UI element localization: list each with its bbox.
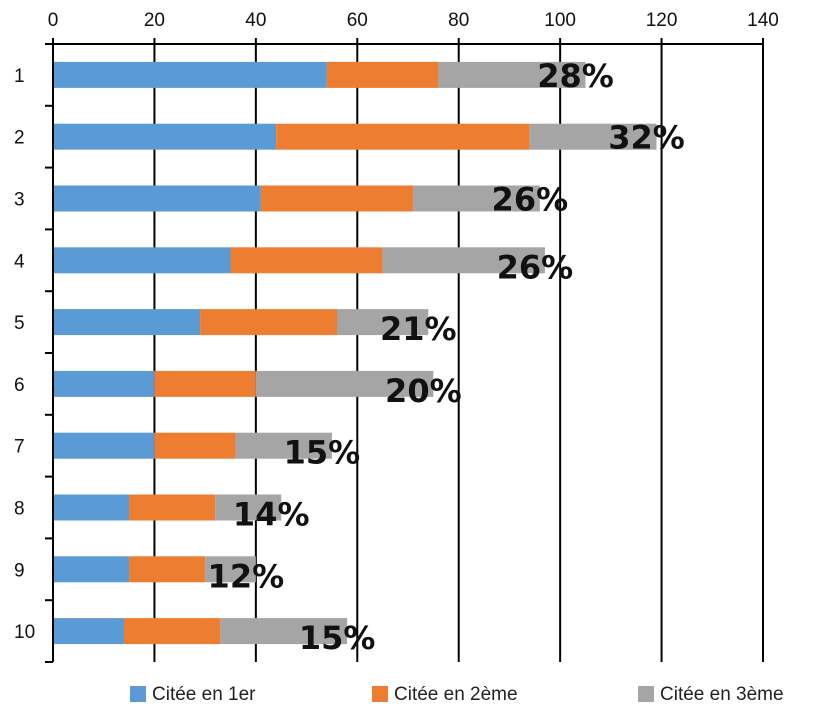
data-label: 26%	[497, 248, 574, 286]
bar-segment	[53, 61, 327, 88]
x-tick-label: 20	[144, 10, 165, 31]
bar-segment	[529, 123, 657, 150]
bar-segment	[326, 61, 439, 88]
bar-segment	[124, 618, 221, 645]
data-label: 20%	[385, 372, 462, 410]
bar-segment	[129, 556, 206, 583]
legend-label: Citée en 1er	[152, 684, 256, 705]
bar-segment	[220, 618, 348, 645]
category-label: 3	[14, 190, 25, 211]
bar-segment	[235, 432, 332, 459]
category-label: 2	[14, 128, 25, 149]
x-tick-label: 0	[48, 10, 59, 31]
bar-segment	[53, 247, 231, 274]
category-label: 6	[14, 375, 25, 396]
bar-segment	[129, 494, 216, 521]
category-label: 10	[14, 622, 35, 643]
data-label: 12%	[208, 557, 285, 595]
category-label: 1	[14, 66, 25, 87]
x-tick-label: 40	[245, 10, 266, 31]
bar-segment	[53, 309, 201, 336]
data-labels: 28% 32% 26% 26% 21% 20% 15% 14% 12% 15%	[208, 57, 685, 657]
bar-segment	[215, 494, 282, 521]
category-label: 7	[14, 437, 25, 458]
legend-swatch	[372, 686, 388, 702]
bar-segment	[53, 494, 130, 521]
bar-segment	[53, 370, 155, 397]
data-label: 28%	[537, 57, 614, 95]
category-label: 5	[14, 313, 25, 334]
bar-segment	[200, 309, 337, 336]
bar-segment	[438, 61, 586, 88]
category-label: 4	[14, 251, 25, 272]
bar-segment	[53, 618, 124, 645]
x-tick-label: 120	[646, 10, 678, 31]
data-label: 21%	[380, 310, 457, 348]
bar-segment	[53, 432, 155, 459]
bar-segment	[205, 556, 256, 583]
bars	[53, 61, 657, 645]
axes: 0 20 40 60 80 100 120 140 1 2 3 4 5 6 7 8 9 10	[14, 10, 779, 663]
bar-segment	[53, 556, 130, 583]
category-label: 9	[14, 560, 25, 581]
bar-segment	[413, 185, 540, 212]
bar-segment	[53, 123, 277, 150]
data-label: 15%	[299, 619, 376, 657]
x-tick-label: 80	[448, 10, 469, 31]
legend-swatch	[638, 686, 654, 702]
bar-segment	[154, 370, 256, 397]
legend: Citée en 1er Citée en 2ème Citée en 3ème	[130, 684, 784, 705]
x-tick-label: 100	[544, 10, 576, 31]
bar-segment	[255, 370, 434, 397]
data-label: 26%	[492, 181, 569, 219]
bar-segment	[382, 247, 545, 274]
bar-segment	[53, 185, 261, 212]
x-tick-label: 60	[347, 10, 368, 31]
legend-swatch	[130, 686, 146, 702]
legend-label: Citée en 2ème	[394, 684, 518, 705]
data-label: 14%	[233, 496, 310, 534]
bar-segment	[337, 309, 429, 336]
bar-segment	[260, 185, 414, 212]
bar-segment	[230, 247, 383, 274]
bar-segment	[154, 432, 236, 459]
x-tick-label: 140	[747, 10, 779, 31]
category-label: 8	[14, 499, 25, 520]
bar-segment	[276, 123, 530, 150]
data-label: 32%	[608, 119, 685, 157]
legend-label: Citée en 3ème	[660, 684, 784, 705]
data-label: 15%	[284, 434, 361, 472]
